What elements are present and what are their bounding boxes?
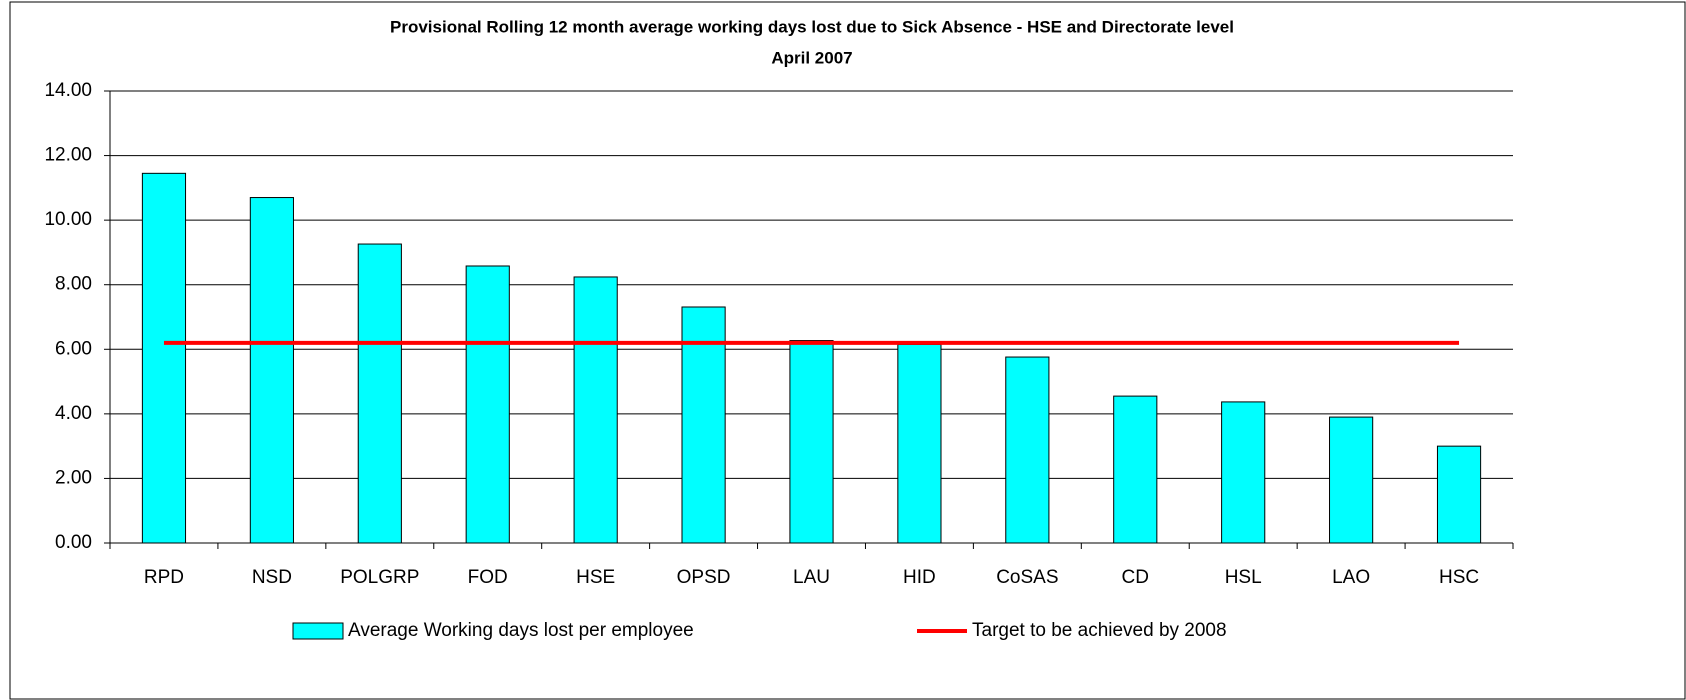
legend-label: Target to be achieved by 2008 — [972, 620, 1227, 641]
y-tick-label: 4.00 — [55, 403, 92, 424]
x-tick-label: RPD — [144, 567, 184, 588]
bar — [1113, 395, 1158, 544]
bar — [1005, 356, 1050, 544]
x-tick-label: OPSD — [677, 567, 731, 588]
chart-title: Provisional Rolling 12 month average wor… — [390, 17, 1234, 36]
bar — [789, 340, 834, 544]
x-tick-label: HSE — [576, 567, 615, 588]
legend-label: Average Working days lost per employee — [348, 620, 694, 641]
x-tick-label: HSC — [1439, 567, 1479, 588]
y-tick-label: 10.00 — [44, 209, 92, 230]
x-tick-label: LAO — [1332, 567, 1370, 588]
x-tick-label: POLGRP — [340, 567, 419, 588]
bar — [1436, 445, 1482, 544]
bar — [141, 172, 187, 544]
x-tick-label: FOD — [468, 567, 508, 588]
y-tick-label: 2.00 — [55, 467, 92, 488]
x-tick-label: HID — [903, 567, 936, 588]
y-tick-label: 6.00 — [55, 338, 92, 359]
bar — [357, 243, 402, 544]
x-tick-label: CoSAS — [996, 567, 1058, 588]
bar — [681, 306, 726, 544]
legend-swatch — [292, 622, 344, 640]
x-tick-label: HSL — [1225, 567, 1262, 588]
x-tick-label: LAU — [793, 567, 830, 588]
y-tick-label: 0.00 — [55, 532, 92, 553]
chart-subtitle: April 2007 — [771, 48, 852, 67]
bar — [1221, 401, 1266, 544]
bar — [465, 265, 510, 544]
bar — [573, 276, 618, 544]
y-tick-label: 14.00 — [44, 80, 92, 101]
bar — [897, 343, 942, 544]
bar — [1329, 416, 1374, 544]
y-tick-label: 12.00 — [44, 145, 92, 166]
bar — [249, 197, 294, 544]
x-tick-label: NSD — [252, 567, 292, 588]
y-tick-label: 8.00 — [55, 274, 92, 295]
x-tick-label: CD — [1122, 567, 1149, 588]
